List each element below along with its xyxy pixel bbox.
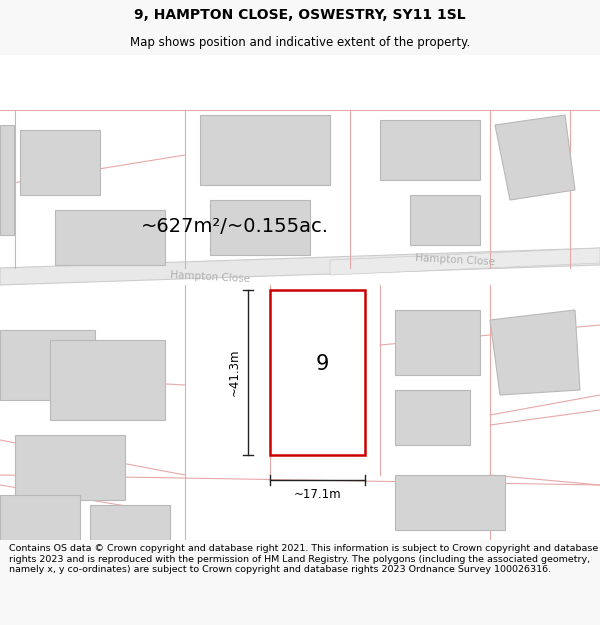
- Bar: [395, 475, 505, 530]
- Polygon shape: [495, 115, 575, 200]
- Text: 9, HAMPTON CLOSE, OSWESTRY, SY11 1SL: 9, HAMPTON CLOSE, OSWESTRY, SY11 1SL: [134, 8, 466, 22]
- Bar: [380, 120, 480, 180]
- Bar: [270, 290, 365, 455]
- Bar: [55, 210, 165, 265]
- Text: Hampton Close: Hampton Close: [170, 270, 250, 284]
- Bar: [20, 130, 100, 195]
- Text: 9: 9: [316, 354, 329, 374]
- Polygon shape: [0, 248, 600, 285]
- Text: ~17.1m: ~17.1m: [293, 488, 341, 501]
- Bar: [395, 310, 480, 375]
- Bar: [0, 125, 14, 235]
- Bar: [50, 340, 165, 420]
- Text: Map shows position and indicative extent of the property.: Map shows position and indicative extent…: [130, 36, 470, 49]
- Bar: [0, 330, 95, 400]
- Bar: [410, 195, 480, 245]
- Text: Hampton Close: Hampton Close: [415, 253, 495, 267]
- Polygon shape: [330, 248, 600, 275]
- Text: Contains OS data © Crown copyright and database right 2021. This information is : Contains OS data © Crown copyright and d…: [9, 544, 598, 574]
- Text: ~41.3m: ~41.3m: [227, 349, 241, 396]
- Bar: [210, 200, 310, 255]
- Text: ~627m²/~0.155ac.: ~627m²/~0.155ac.: [141, 217, 329, 236]
- Bar: [200, 115, 330, 185]
- Bar: [0, 495, 80, 540]
- Bar: [15, 435, 125, 500]
- Bar: [395, 390, 470, 445]
- Polygon shape: [490, 310, 580, 395]
- Bar: [90, 505, 170, 540]
